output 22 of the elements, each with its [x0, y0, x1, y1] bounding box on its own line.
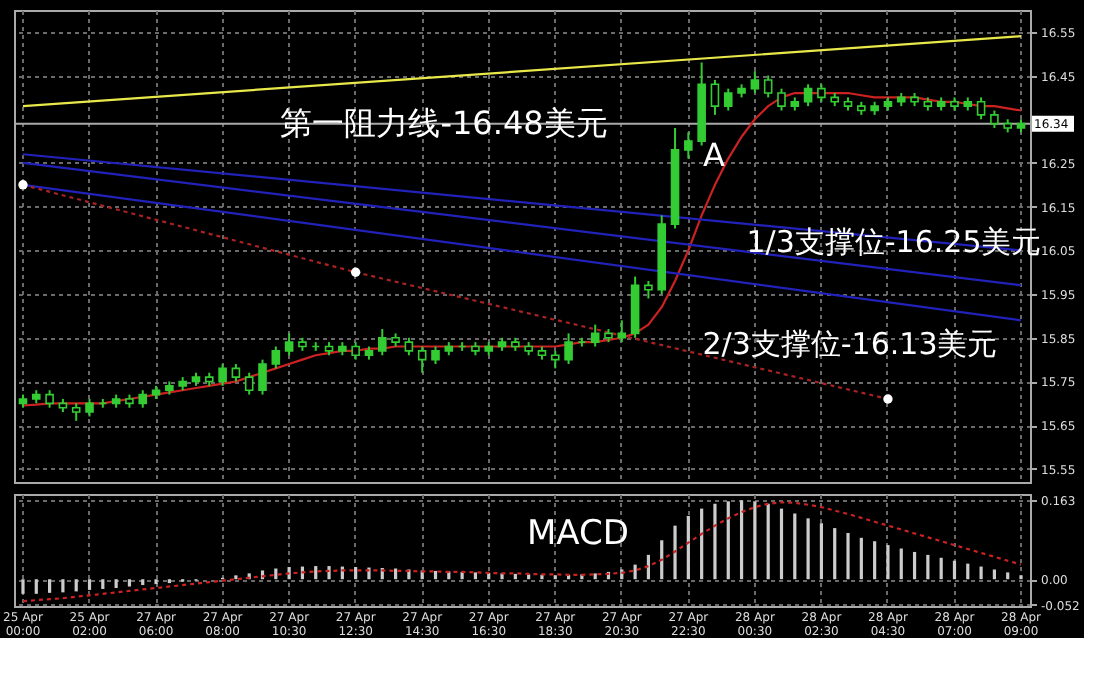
candlestick: [976, 96, 986, 121]
candlestick: [803, 83, 813, 108]
annotation: 2/3支撑位-16.13美元: [702, 326, 998, 362]
candlestick: [684, 131, 693, 160]
annotation: A: [703, 136, 726, 174]
candlestick: [763, 74, 773, 99]
candlestick: [564, 332, 573, 365]
line-series: [21, 501, 1023, 603]
candlestick: [777, 87, 786, 112]
candlestick: [218, 363, 227, 387]
candlestick: [377, 328, 387, 357]
candlestick: [244, 371, 254, 396]
candlestick: [710, 78, 720, 116]
candlestick: [417, 345, 427, 374]
candlestick: [590, 323, 600, 348]
candlestick: [723, 87, 733, 112]
candlestick: [750, 70, 760, 95]
annotation: MACD: [527, 514, 629, 554]
candlestick: [271, 345, 281, 370]
candlestick: [284, 332, 294, 357]
candlestick: [617, 319, 627, 344]
candlestick: [258, 358, 267, 396]
